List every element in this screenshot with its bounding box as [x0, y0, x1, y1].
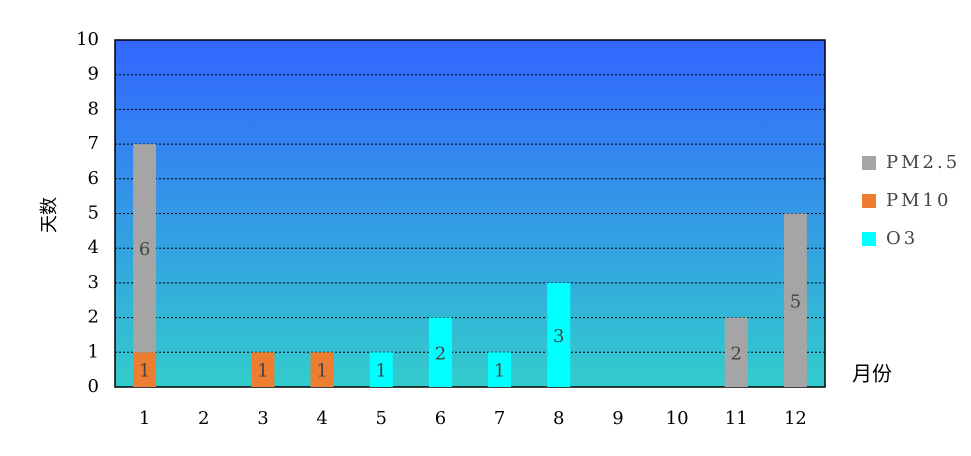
- bar-segment: [783, 213, 807, 387]
- value-label: 3: [553, 326, 564, 347]
- x-tick-label: 4: [316, 408, 327, 429]
- x-tick-label: 7: [494, 408, 505, 429]
- x-tick-label: 5: [376, 408, 387, 429]
- y-tick-label: 9: [88, 64, 99, 85]
- bar-segment: [251, 352, 275, 387]
- value-label: 1: [139, 361, 150, 382]
- legend-swatch: [862, 194, 876, 208]
- y-tick-label: 1: [88, 341, 99, 362]
- y-tick-label: 6: [88, 168, 99, 189]
- y-tick-label: 3: [88, 272, 99, 293]
- x-tick-label: 6: [435, 408, 446, 429]
- x-tick-label: 11: [725, 408, 748, 429]
- bar-segment: [488, 352, 512, 387]
- value-label: 1: [316, 361, 327, 382]
- x-tick-label: 1: [139, 408, 150, 429]
- legend-label: PM10: [886, 190, 951, 211]
- legend-label: PM2.5: [886, 152, 960, 173]
- bar-segment: [428, 317, 452, 387]
- y-tick-label: 2: [88, 307, 99, 328]
- y-tick-label: 0: [88, 376, 99, 397]
- value-label: 1: [376, 361, 387, 382]
- value-label: 6: [139, 239, 150, 260]
- x-tick-label: 10: [666, 408, 689, 429]
- bar-segment: [724, 317, 748, 387]
- x-tick-label: 9: [612, 408, 623, 429]
- y-tick-label: 5: [88, 203, 99, 224]
- x-tick-label: 2: [198, 408, 209, 429]
- bar-segment: [547, 282, 571, 387]
- x-tick-label: 12: [784, 408, 807, 429]
- plot-area: [114, 39, 826, 388]
- y-tick-label: 4: [88, 237, 99, 258]
- bar-segment: [310, 352, 334, 387]
- bar-segment: [369, 352, 393, 387]
- bar-segment: [133, 352, 157, 387]
- value-label: 2: [435, 343, 446, 364]
- y-tick-label: 7: [88, 133, 99, 154]
- legend-label: O3: [886, 228, 918, 249]
- x-tick-label: 8: [553, 408, 564, 429]
- bar-segment: [133, 144, 157, 353]
- value-label: 2: [731, 343, 742, 364]
- value-label: 1: [257, 361, 268, 382]
- x-axis-label: 月份: [852, 362, 892, 386]
- x-tick-label: 3: [257, 408, 268, 429]
- legend-swatch: [862, 156, 876, 170]
- y-axis-label: 天数: [39, 197, 60, 233]
- y-tick-label: 10: [76, 29, 99, 50]
- value-label: 1: [494, 361, 505, 382]
- y-tick-label: 8: [88, 98, 99, 119]
- value-label: 5: [790, 291, 801, 312]
- legend-swatch: [862, 232, 876, 246]
